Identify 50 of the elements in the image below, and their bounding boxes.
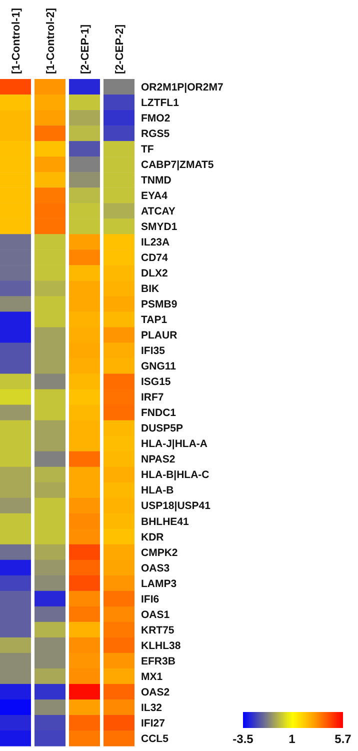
y-tick-label: CD74 [141,252,168,264]
y-tick-label: PLAUR [141,330,178,342]
y-tick-label: DLX2 [141,268,168,280]
y-tick-label: FMO2 [141,112,170,124]
y-tick-label: CABP7|ZMAT5 [141,158,214,171]
y-tick-label: LZTFL1 [141,96,180,109]
color-bar-label: 5.7 [334,732,352,746]
y-tick-label: KRT75 [141,624,174,636]
y-tick-label: EYA4 [141,190,168,202]
x-tick-label: [1-Control-2] [45,8,57,74]
y-tick-label: CCL5 [141,732,169,745]
y-tick-label: HLA-B|HLA-C [141,469,210,482]
y-tick-label: RGS5 [141,128,170,140]
y-tick-label: KLHL38 [141,640,181,652]
y-tick-label: TAP1 [141,314,168,326]
y-tick-label: HLA-J|HLA-A [141,438,208,450]
y-tick-label: NPAS2 [141,454,176,466]
y-tick-label: FNDC1 [141,407,176,420]
y-tick-label: ATCAY [141,206,176,218]
color-bar-label: 1 [288,732,296,746]
y-tick-label: TF [141,143,154,156]
y-tick-label: IL23A [141,236,170,249]
y-tick-label: EFR3B [141,655,176,668]
y-tick-label: TNMD [141,174,172,186]
y-tick-label: GNG11 [141,360,176,373]
y-tick-label: ISG15 [141,376,171,388]
y-tick-label: OAS2 [141,686,170,698]
y-tick-label: HLA-B [141,484,174,497]
y-tick-label: OAS3 [141,562,170,574]
y-tick-label: BHLHE41 [141,516,190,528]
y-tick-label: BIK [141,283,160,296]
x-tick-label: [2-CEP-1] [80,24,92,74]
y-tick-label: IFI6 [141,593,160,606]
y-tick-label: IL32 [141,702,162,714]
y-tick-label: SMYD1 [141,221,178,234]
y-tick-label: DUSP5P [141,422,184,435]
y-tick-label: MX1 [141,670,163,683]
y-tick-label: OR2M1P|OR2M7 [141,81,224,94]
y-tick-label: OAS1 [141,608,170,621]
y-tick-label: PSMB9 [141,298,178,311]
y-tick-label: USP18|USP41 [141,500,211,512]
y-tick-label: IFI27 [141,717,166,730]
y-tick-label: IRF7 [141,392,164,404]
x-tick-label: [2-CEP-2] [114,24,126,74]
x-tick-label: [1-Control-1] [10,8,22,74]
y-tick-label: KDR [141,531,164,544]
y-tick-label: LAMP3 [141,578,177,590]
y-tick-label: IFI35 [141,345,166,358]
color-bar-label: -3.5 [232,732,254,746]
y-tick-label: CMPK2 [141,546,178,559]
